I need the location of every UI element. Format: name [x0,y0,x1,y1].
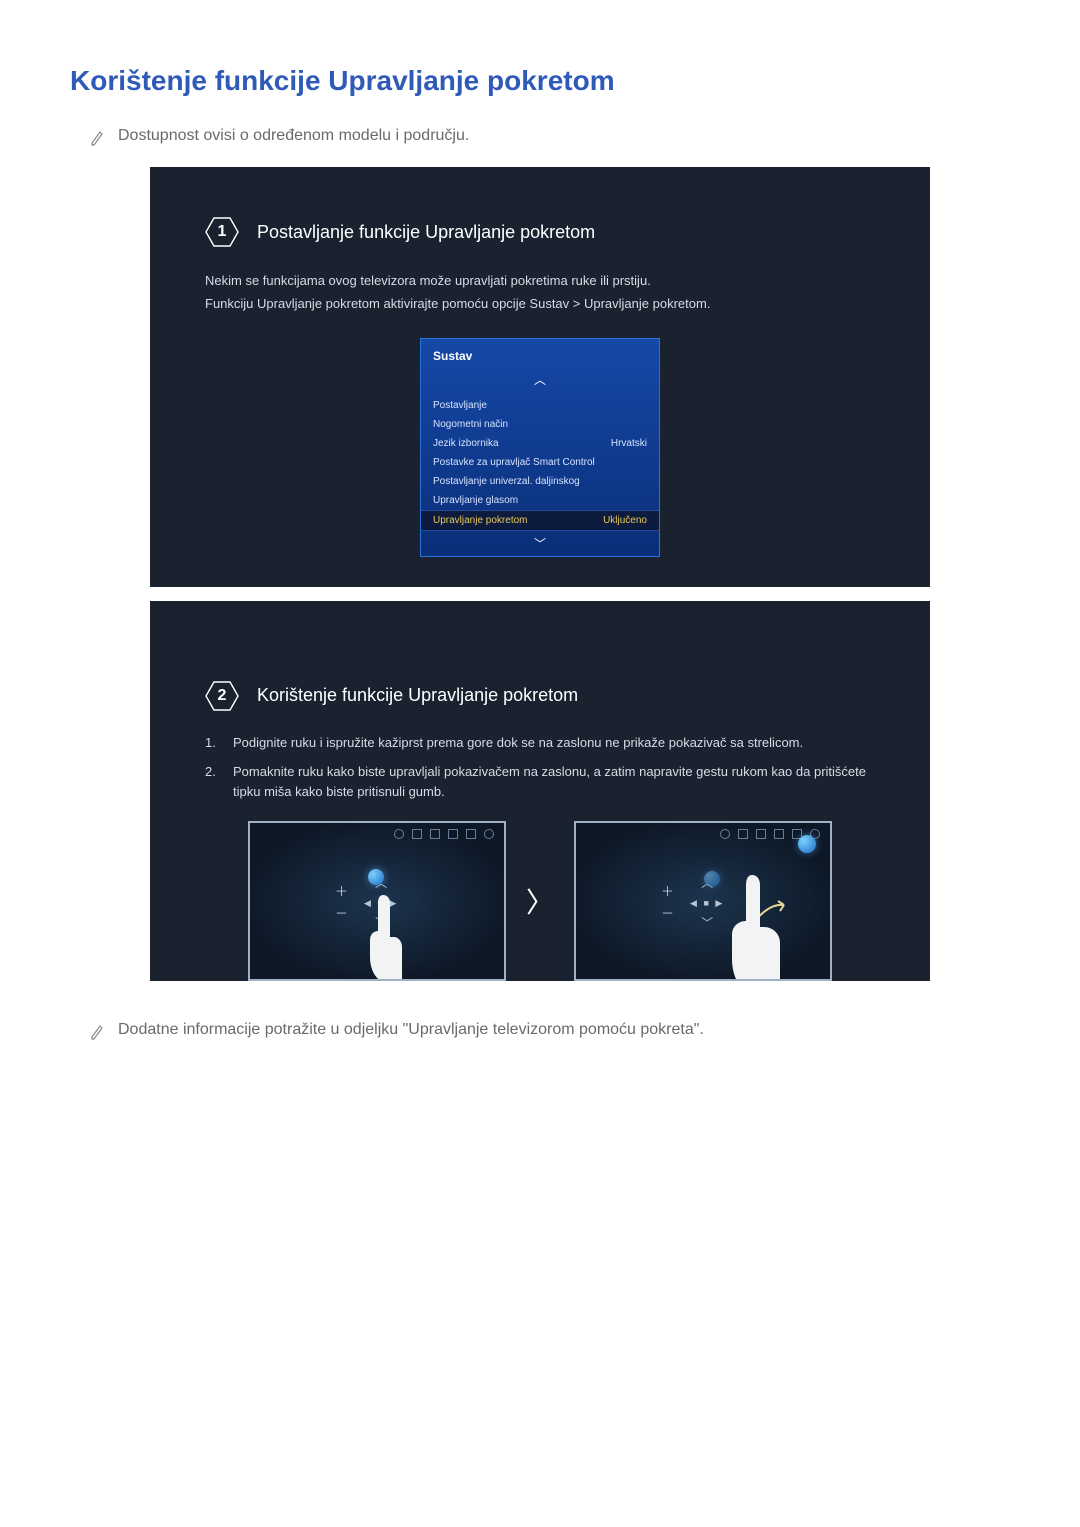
step-num: 1. [205,733,223,754]
step-num: 2. [205,762,223,804]
section1-line1: Nekim se funkcijama ovog televizora može… [205,269,875,292]
tv-topbar-icons [394,829,494,839]
chevron-up-icon[interactable]: ︿ [421,367,659,392]
panel-usage: 2 Korištenje funkcije Upravljanje pokret… [150,601,930,981]
chevron-down-icon[interactable]: ﹀ [421,531,659,556]
note-text: Dostupnost ovisi o određenom modelu i po… [118,127,469,145]
system-menu[interactable]: Sustav ︿ Postavljanje Nogometni način Je… [420,338,660,557]
menu-item-label: Nogometni način [433,419,508,430]
usage-step-2: 2. Pomaknite ruku kako biste upravljali … [205,762,875,804]
section1-line2: Funkciju Upravljanje pokretom aktivirajt… [205,292,875,315]
power-icon [720,829,730,839]
record-icon [448,829,458,839]
menu-item[interactable]: Postavljanje univerzal. daljinskog [421,472,659,491]
help-icon [484,829,494,839]
panel-setup: 1 Postavljanje funkcije Upravljanje pokr… [150,167,930,587]
menu-item-value: Hrvatski [611,438,647,449]
menu-item-label: Upravljanje glasom [433,495,518,506]
menu-item-label: Jezik izbornika [433,438,499,449]
pencil-icon [90,1023,104,1041]
menu-item-label: Postavljanje [433,400,487,411]
stop-icon [466,829,476,839]
menu-title: Sustav [433,349,472,363]
section2-header: 2 Korištenje funkcije Upravljanje pokret… [205,681,875,711]
step-text: Pomaknite ruku kako biste upravljali pok… [233,762,875,804]
tv-demo-right: ＋－ ︿ ◀ ■ ▶ ﹀ [574,821,832,981]
menu-item-value: Uključeno [603,515,647,526]
power-icon [394,829,404,839]
source-icon [738,829,748,839]
search-icon [430,829,440,839]
step-number: 2 [211,685,233,707]
note-text: Dodatne informacije potražite u odjeljku… [118,1021,704,1039]
menu-item[interactable]: Upravljanje glasom [421,491,659,510]
usage-steps: 1. Podignite ruku i ispružite kažiprst p… [205,733,875,803]
usage-step-1: 1. Podignite ruku i ispružite kažiprst p… [205,733,875,754]
chevron-right-icon: 〉 [526,881,554,921]
menu-item-label: Upravljanje pokretom [433,515,528,526]
menu-item[interactable]: Postavljanje [421,396,659,415]
step-badge-2: 2 [205,681,239,711]
page-title: Korištenje funkcije Upravljanje pokretom [70,65,1010,97]
search-icon [756,829,766,839]
section1-header: 1 Postavljanje funkcije Upravljanje pokr… [205,217,875,247]
menu-item[interactable]: Postavke za upravljač Smart Control [421,453,659,472]
availability-note: Dostupnost ovisi o određenom modelu i po… [70,127,1010,147]
section1-desc: Nekim se funkcijama ovog televizora može… [205,269,875,316]
menu-item-label: Postavljanje univerzal. daljinskog [433,476,580,487]
section1-title: Postavljanje funkcije Upravljanje pokret… [257,222,595,243]
more-info-note: Dodatne informacije potražite u odjeljku… [70,1021,1010,1041]
hand-pointing-icon [350,887,420,981]
step-badge-1: 1 [205,217,239,247]
menu-item-label: Postavke za upravljač Smart Control [433,457,595,468]
tv-demo-left: ＋－ ︿ ◀ ■ ▶ ﹀ [248,821,506,981]
step-text: Podignite ruku i ispružite kažiprst prem… [233,733,803,754]
menu-item-selected[interactable]: Upravljanje pokretom Uključeno [421,510,659,531]
menu-item[interactable]: Nogometni način [421,415,659,434]
menu-item[interactable]: Jezik izbornika Hrvatski [421,434,659,453]
pointer-ball-icon [798,835,816,853]
source-icon [412,829,422,839]
gesture-demo-row: ＋－ ︿ ◀ ■ ▶ ﹀ 〉 [205,821,875,981]
section2-title: Korištenje funkcije Upravljanje pokretom [257,685,578,706]
step-number: 1 [211,221,233,243]
hand-pointing-icon [710,869,800,981]
pencil-icon [90,129,104,147]
record-icon [774,829,784,839]
